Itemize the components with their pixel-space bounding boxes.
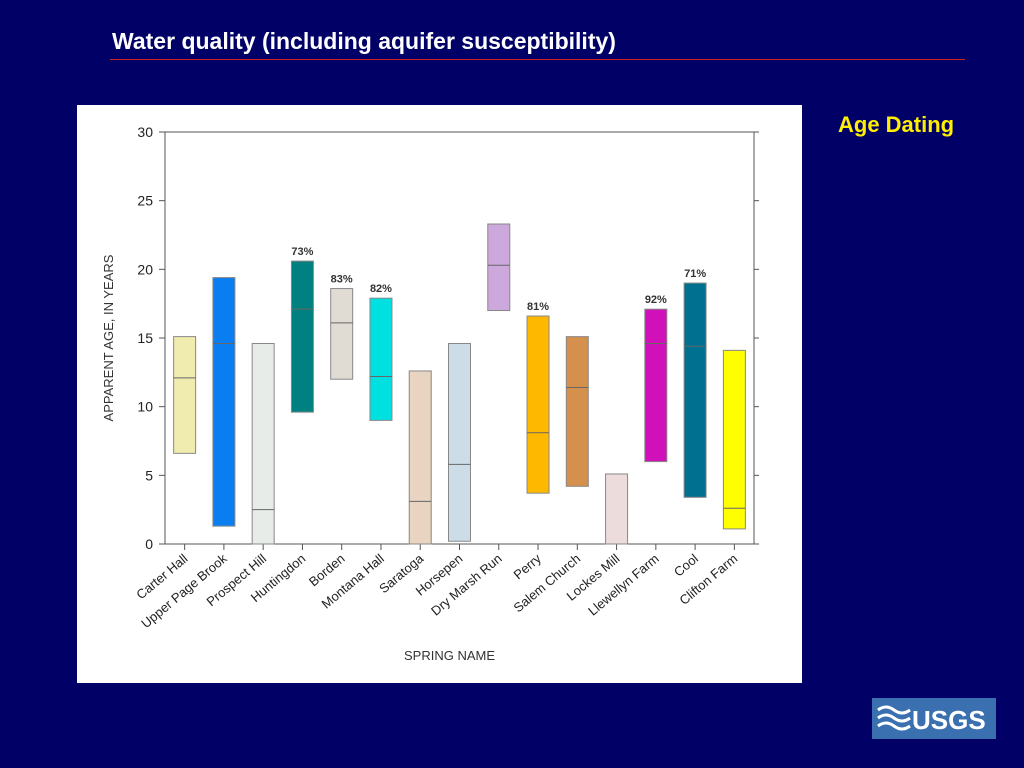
range-bar bbox=[330, 288, 354, 380]
range-bar bbox=[173, 336, 197, 454]
usgs-logo-text: USGS bbox=[912, 705, 986, 735]
y-tick-label: 5 bbox=[145, 467, 153, 483]
x-tick-label: Dry Marsh Run bbox=[428, 551, 505, 619]
y-tick-label: 20 bbox=[137, 261, 153, 277]
y-tick-label: 30 bbox=[137, 124, 153, 140]
x-tick-label: Perry bbox=[511, 550, 545, 582]
x-tick-label: Llewellyn Farm bbox=[585, 551, 662, 619]
y-tick-label: 15 bbox=[137, 330, 153, 346]
x-axis-label: SPRING NAME bbox=[404, 648, 495, 663]
data-label: 92% bbox=[645, 294, 667, 306]
usgs-logo-mark: USGS bbox=[872, 698, 996, 739]
range-chart: 0 5 10 15 20 25 30 APPARENT AGE, IN YEARS SPRING… bbox=[101, 124, 759, 663]
slide-title: Water quality (including aquifer suscept… bbox=[112, 28, 616, 54]
range-bar bbox=[487, 223, 511, 312]
range-bar bbox=[408, 370, 432, 545]
range-bar bbox=[644, 308, 668, 463]
y-axis-label: APPARENT AGE, IN YEARS bbox=[101, 254, 116, 421]
range-bar bbox=[605, 473, 629, 545]
y-tick-label: 25 bbox=[137, 193, 153, 209]
y-tick-label: 10 bbox=[137, 399, 153, 415]
range-bar bbox=[526, 315, 550, 494]
usgs-logo: USGS bbox=[872, 698, 996, 739]
side-label: Age Dating bbox=[838, 112, 955, 137]
range-bar bbox=[369, 297, 393, 421]
title-divider bbox=[110, 59, 965, 60]
data-label: 73% bbox=[291, 246, 313, 258]
range-bar bbox=[722, 349, 746, 530]
data-label: 81% bbox=[527, 301, 549, 313]
data-label: 82% bbox=[370, 283, 392, 295]
data-label: 71% bbox=[684, 268, 706, 280]
range-bar bbox=[212, 277, 236, 527]
range-bar bbox=[565, 336, 589, 487]
y-tick-label: 0 bbox=[145, 536, 153, 552]
x-tick-label: Cool bbox=[671, 551, 701, 580]
range-bar bbox=[448, 342, 471, 542]
data-label: 83% bbox=[331, 274, 353, 286]
range-bar bbox=[290, 260, 314, 413]
range-bar bbox=[683, 282, 707, 498]
range-bar bbox=[251, 342, 275, 545]
chart-panel: 0 5 10 15 20 25 30 APPARENT AGE, IN YEARS SPRING… bbox=[77, 105, 802, 683]
